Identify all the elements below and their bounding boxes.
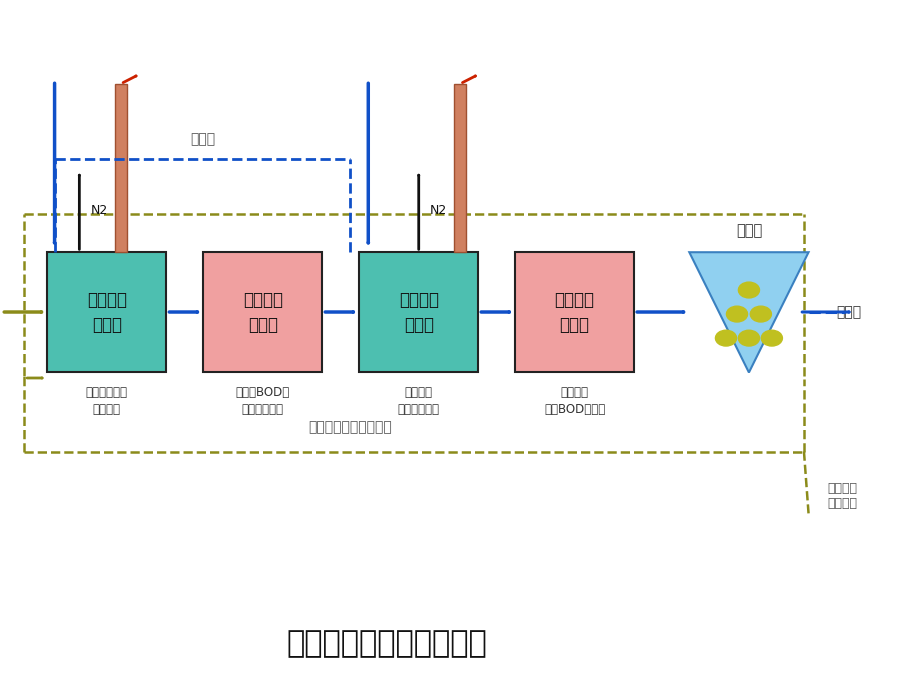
Circle shape xyxy=(715,331,736,346)
FancyBboxPatch shape xyxy=(203,253,322,373)
Text: （释放磷
反硝化脱氮）: （释放磷 反硝化脱氮） xyxy=(397,386,439,416)
FancyBboxPatch shape xyxy=(115,84,127,253)
Circle shape xyxy=(761,331,781,346)
Text: （去除BOD、
硝化吸收磷）: （去除BOD、 硝化吸收磷） xyxy=(235,386,289,416)
Text: （反硝化脱氮
释放磷）: （反硝化脱氮 释放磷） xyxy=(85,386,128,416)
Text: 回流污泥（含磷污泥）: 回流污泥（含磷污泥） xyxy=(308,420,391,434)
Text: 第二好氧
反应器: 第二好氧 反应器 xyxy=(554,291,594,334)
Text: 巴颠甫脱氮除磷工艺流程: 巴颠甫脱氮除磷工艺流程 xyxy=(286,629,486,658)
Text: N2: N2 xyxy=(90,204,108,217)
Text: N2: N2 xyxy=(429,204,447,217)
FancyBboxPatch shape xyxy=(515,253,633,373)
FancyBboxPatch shape xyxy=(454,84,465,253)
Circle shape xyxy=(726,306,747,322)
Text: （吸收磷
去除BOD硝化）: （吸收磷 去除BOD硝化） xyxy=(543,386,605,416)
FancyBboxPatch shape xyxy=(358,253,478,373)
FancyBboxPatch shape xyxy=(47,253,166,373)
Text: 处理水: 处理水 xyxy=(835,305,860,319)
Text: 第二厌氧
反应器: 第二厌氧 反应器 xyxy=(398,291,438,334)
Circle shape xyxy=(738,331,759,346)
Polygon shape xyxy=(688,253,808,373)
Text: 内循环: 内循环 xyxy=(190,132,216,146)
Text: 沉淀池: 沉淀池 xyxy=(735,224,761,239)
Circle shape xyxy=(750,306,770,322)
Circle shape xyxy=(738,282,759,298)
Text: 第一好氧
反应器: 第一好氧 反应器 xyxy=(243,291,282,334)
Text: 第一厌氧
反应器: 第一厌氧 反应器 xyxy=(86,291,127,334)
Text: 剩余污泥
含磷污泥: 剩余污泥 含磷污泥 xyxy=(826,482,856,511)
